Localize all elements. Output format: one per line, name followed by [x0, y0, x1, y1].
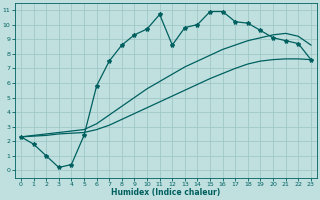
X-axis label: Humidex (Indice chaleur): Humidex (Indice chaleur) — [111, 188, 220, 197]
